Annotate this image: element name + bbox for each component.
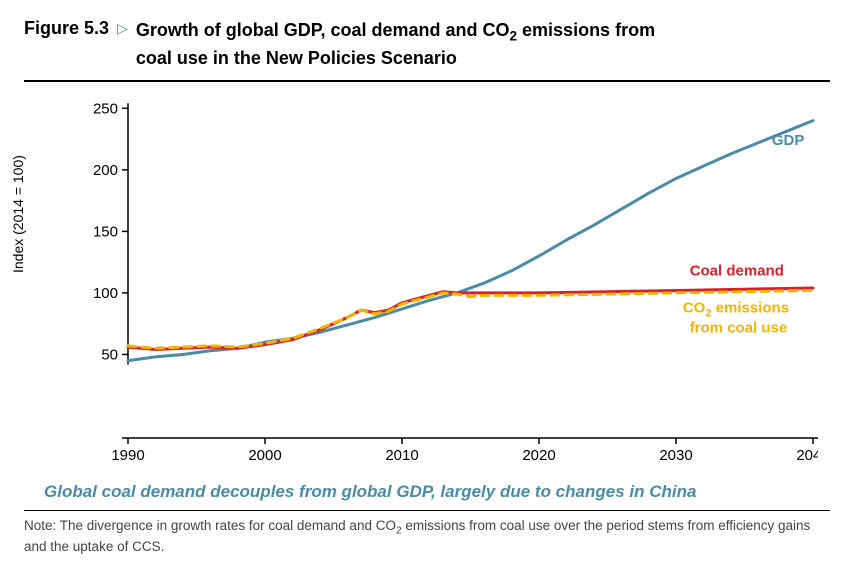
figure-label: Figure 5.3 [24,18,109,39]
svg-text:2020: 2020 [522,447,555,464]
svg-text:2030: 2030 [659,447,692,464]
svg-text:2010: 2010 [385,447,418,464]
label-co2-line2: from coal use [690,319,788,336]
svg-text:50: 50 [101,347,118,364]
svg-text:150: 150 [93,223,118,240]
figure-header: Figure 5.3 ▷ Growth of global GDP, coal … [24,18,830,70]
rule-top [24,80,830,82]
figure-arrow-icon: ▷ [117,20,128,37]
svg-text:2000: 2000 [248,447,281,464]
svg-text:250: 250 [93,100,118,117]
label-co2-line1: CO2 emissions [683,300,789,320]
chart-area: Index (2014 = 100) 501001502002501990200… [24,86,830,476]
svg-text:2040: 2040 [796,447,818,464]
figure-title: Growth of global GDP, coal demand and CO… [136,18,655,70]
figure-caption: Global coal demand decouples from global… [44,482,830,502]
svg-text:100: 100 [93,285,118,302]
rule-bottom [24,510,830,511]
y-axis-label: Index (2014 = 100) [10,155,26,273]
svg-text:200: 200 [93,162,118,179]
label-gdp: GDP [772,132,805,149]
line-chart: 50 100 150 200 250 1990 2000 2010 2020 2030 2040 GD… [78,86,818,466]
figure-note: Note: The divergence in growth rates for… [24,517,830,557]
svg-text:1990: 1990 [111,447,144,464]
label-coal-demand: Coal demand [690,263,784,280]
